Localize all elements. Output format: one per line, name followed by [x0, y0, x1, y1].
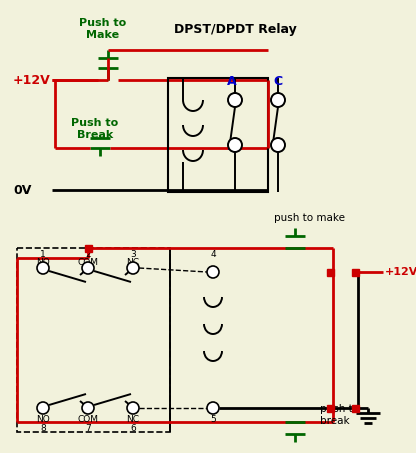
Text: 0V: 0V	[13, 183, 31, 197]
Text: push to make: push to make	[275, 213, 346, 223]
Circle shape	[207, 402, 219, 414]
Text: NO: NO	[36, 415, 50, 424]
Circle shape	[82, 402, 94, 414]
Circle shape	[271, 93, 285, 107]
Text: DPST/DPDT Relay: DPST/DPDT Relay	[173, 24, 296, 37]
Text: C: C	[273, 75, 282, 88]
Circle shape	[271, 138, 285, 152]
Text: 7: 7	[85, 424, 91, 433]
Circle shape	[228, 138, 242, 152]
Text: NO: NO	[36, 258, 50, 267]
Text: 8: 8	[40, 424, 46, 433]
Bar	[327, 405, 334, 411]
Text: NC: NC	[126, 415, 139, 424]
Text: +12V: +12V	[13, 73, 51, 87]
Text: +12V: +12V	[385, 267, 416, 277]
Text: D: D	[273, 140, 283, 153]
Text: COM: COM	[77, 258, 99, 267]
Text: 4: 4	[210, 250, 216, 259]
Circle shape	[207, 266, 219, 278]
Text: Push to
Break: Push to Break	[72, 118, 119, 140]
Bar	[84, 245, 92, 251]
Text: 1: 1	[40, 250, 46, 259]
Circle shape	[127, 402, 139, 414]
Circle shape	[82, 262, 94, 274]
Bar	[352, 269, 359, 275]
Bar	[168, 78, 268, 192]
Circle shape	[37, 402, 49, 414]
Text: 5: 5	[210, 415, 216, 424]
Circle shape	[127, 262, 139, 274]
Circle shape	[228, 93, 242, 107]
Text: 6: 6	[130, 424, 136, 433]
Bar	[327, 269, 334, 275]
Bar	[17, 248, 170, 432]
Circle shape	[37, 262, 49, 274]
Text: COM: COM	[77, 415, 99, 424]
Text: push to
break: push to break	[320, 404, 359, 426]
Text: NC: NC	[126, 258, 139, 267]
Text: A: A	[227, 75, 237, 88]
Text: 3: 3	[130, 250, 136, 259]
Text: 2: 2	[85, 250, 91, 259]
Text: B: B	[227, 140, 237, 153]
Text: Push to
Make: Push to Make	[79, 18, 126, 39]
Bar	[352, 405, 359, 411]
